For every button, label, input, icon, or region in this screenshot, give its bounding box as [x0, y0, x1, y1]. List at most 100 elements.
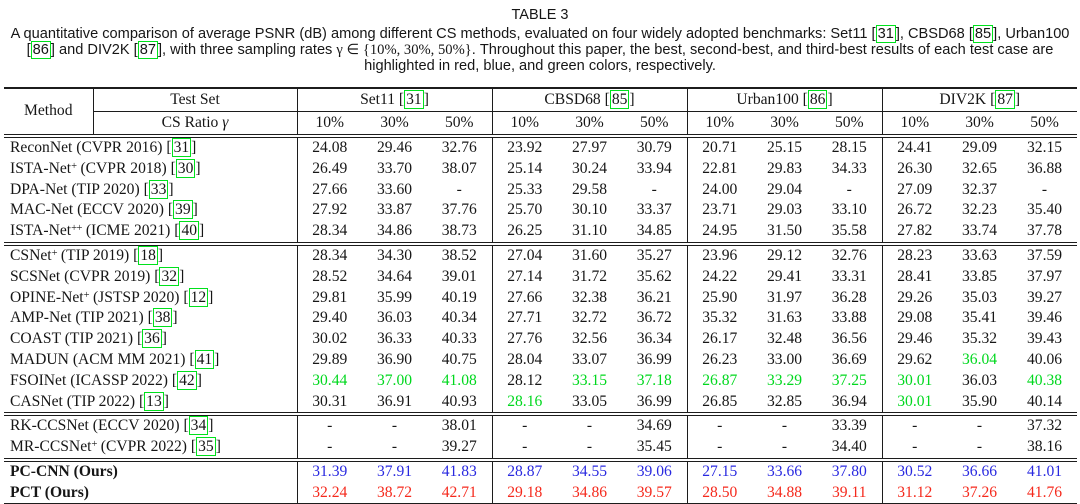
cell-value: - [362, 411, 427, 437]
cell-value: - [686, 436, 753, 460]
header-ratio: 50% [1012, 111, 1078, 138]
cell-value: 30.01 [881, 391, 948, 414]
cell-value: 36.56 [831, 330, 867, 348]
cell-value: 36.03 [961, 371, 998, 389]
cell-value: 37.32 [1012, 411, 1078, 437]
cell-value: 36.03 [376, 309, 413, 327]
citation-link[interactable]: 33 [148, 179, 169, 199]
cell-value: 24.22 [686, 266, 753, 288]
citation-link[interactable]: 34 [188, 417, 209, 436]
cell-value: 37.00 [376, 371, 413, 389]
citation-link[interactable]: 18 [138, 246, 158, 265]
citation-link[interactable]: 13 [144, 391, 164, 411]
cell-value: - [1041, 180, 1048, 198]
cell-value: 38.07 [441, 159, 477, 177]
table-row: SCSNet (CVPR 2019) [32] 28.52 34.64 39.01 27… [4, 266, 1077, 288]
citation-link[interactable]: 31 [404, 89, 424, 109]
method-superscript: ++ [71, 223, 82, 235]
cell-value: 27.15 [686, 457, 753, 483]
citation-link[interactable]: 87 [995, 89, 1015, 109]
cell-value: 33.15 [571, 371, 608, 389]
citation-link[interactable]: 86 [30, 41, 51, 60]
cell-value: 41.08 [441, 371, 477, 389]
cell-value: 32.76 [441, 139, 477, 156]
cell-value: 26.87 [686, 370, 753, 392]
table-row: MADUN (ACM MM 2021) [41] 29.89 36.90 40.75 2… [4, 349, 1077, 371]
citation-link[interactable]: 38 [152, 308, 173, 328]
citation-link[interactable]: 87 [137, 41, 158, 60]
cell-value: 26.23 [686, 349, 753, 371]
cell-value: 36.34 [636, 330, 672, 348]
cell-value: 33.85 [961, 267, 998, 285]
header-ratio: 10% [491, 111, 557, 138]
cell-value: 27.71 [491, 307, 557, 329]
citation-link[interactable]: 30 [175, 158, 196, 178]
cell-value: 37.80 [817, 457, 883, 483]
cell-value: 31.72 [571, 267, 608, 285]
citation-link[interactable]: 85 [609, 89, 630, 109]
cell-method: CSNet+ (TIP 2019) [18] [4, 241, 297, 267]
cell-value: 30.24 [571, 159, 608, 177]
cell-value: 29.03 [766, 201, 803, 219]
cell-value: - [686, 411, 753, 437]
citation-link[interactable]: 35 [196, 437, 216, 457]
cell-value: 23.71 [686, 200, 753, 221]
cell-value: 28.34 [296, 241, 362, 267]
cell-value: 35.32 [686, 307, 753, 329]
cell-method: RK-CCSNet (ECCV 2020) [34] [4, 411, 297, 437]
citation-link[interactable]: 36 [142, 329, 162, 349]
cell-value: 35.45 [636, 438, 672, 456]
table-row: AMP-Net (TIP 2021) [38] 29.40 36.03 40.34 27… [4, 307, 1077, 329]
cell-value: 25.70 [491, 200, 557, 221]
cell-value: 38.72 [362, 482, 427, 504]
citation-link[interactable]: 41 [194, 349, 215, 369]
caption-text: . Throughout this paper, the best, secon… [364, 42, 1054, 75]
cell-value: 22.81 [686, 158, 753, 180]
cell-value: 28.34 [296, 220, 362, 244]
citation-link[interactable]: 40 [179, 221, 200, 241]
citation-link[interactable]: 39 [173, 200, 193, 220]
cell-value: 33.63 [947, 241, 1013, 267]
cell-value: 35.27 [622, 241, 688, 267]
cell-value: 39.27 [441, 438, 477, 456]
cell-value: - [947, 411, 1013, 437]
citation-link[interactable]: 42 [177, 370, 197, 390]
cell-method: DPA-Net (TIP 2020) [33] [10, 179, 174, 199]
table-row: COAST (TIP 2021) [36] 30.02 36.33 40.33 27.7… [4, 328, 1077, 350]
cell-value: 37.18 [636, 371, 672, 389]
cell-value: 33.39 [817, 411, 883, 437]
citation-link[interactable]: 85 [972, 25, 994, 43]
table-row: MAC-Net (ECCV 2020) [39] 27.92 33.87 37.76 2… [4, 200, 1077, 221]
cell-value: 31.12 [881, 482, 948, 504]
cell-value: 27.09 [881, 179, 948, 200]
table-row: OPINE-Net+ (JSTSP 2020) [12] 29.81 35.99 40… [4, 287, 1077, 308]
cell-value: 37.78 [1026, 222, 1063, 240]
citation-link[interactable]: 12 [188, 287, 209, 307]
method-superscript: + [71, 160, 77, 172]
table-title: TABLE 3 [511, 7, 569, 23]
cell-value: 31.39 [296, 457, 362, 483]
cell-value: 37.76 [441, 201, 477, 219]
table-row: RK-CCSNet (ECCV 2020) [34] - -38.01- -34.69… [4, 411, 1078, 437]
cell-value: 31.63 [766, 309, 803, 327]
cell-value: 26.85 [686, 391, 753, 414]
citation-link[interactable]: 86 [807, 89, 828, 109]
citation-link[interactable]: 32 [159, 266, 180, 286]
table-row: PC-CNN (Ours) 31.39 37.91 41.83 28.87 34.55 39… [4, 457, 1078, 483]
cell-value: 36.90 [376, 350, 413, 368]
cell-value: 27.66 [491, 287, 557, 308]
cell-value: 28.87 [491, 457, 557, 483]
cell-value: 36.66 [947, 457, 1013, 483]
header-ratio: 50% [622, 111, 688, 138]
caption-text: A quantitative comparison of average PSN… [10, 26, 872, 42]
cell-value: 37.59 [1012, 241, 1078, 267]
cell-value: 28.16 [491, 391, 557, 414]
citation-link[interactable]: 31 [171, 138, 192, 157]
cell-value: 26.30 [881, 158, 948, 180]
cell-value: 40.19 [441, 288, 477, 306]
cell-value: 35.03 [961, 288, 998, 306]
citation-link[interactable]: 31 [875, 25, 896, 43]
table-row: MR-CCSNet+ (CVPR 2022) [35] - -39.27- -35.4… [4, 436, 1077, 460]
header-method: Method [4, 86, 94, 138]
cell-value: 28.12 [491, 370, 557, 392]
